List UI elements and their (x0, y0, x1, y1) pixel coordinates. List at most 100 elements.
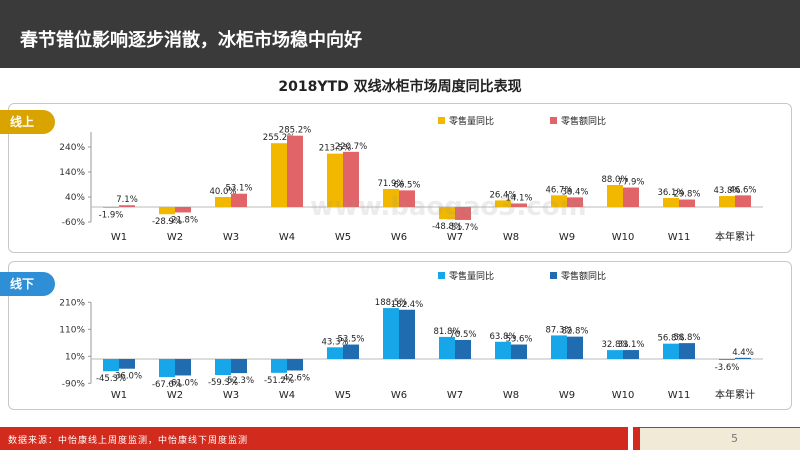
bar (567, 197, 583, 207)
bar (567, 336, 583, 359)
bar (383, 308, 399, 359)
legend-swatch (550, 272, 557, 279)
bar (607, 185, 623, 207)
data-label: 26.4% (489, 190, 516, 200)
bar (399, 190, 415, 207)
bar (735, 195, 751, 207)
x-tick-label: W10 (612, 390, 635, 401)
bar (271, 143, 287, 207)
bar (511, 344, 527, 359)
data-label: 43.3% (321, 337, 348, 347)
bar (215, 197, 231, 207)
x-tick-label: W4 (279, 390, 295, 401)
footer-bar: 数据来源：中怡康线上周度监测，中怡康线下周度监测 (0, 427, 800, 450)
y-tick-label: 210% (59, 298, 85, 308)
data-label: 53.5% (337, 335, 364, 345)
bar (623, 350, 639, 359)
bar (175, 359, 191, 376)
x-tick-label: 本年累计 (715, 388, 755, 401)
bar (439, 336, 455, 359)
bar (679, 343, 695, 359)
data-label: 46.7% (545, 185, 572, 195)
legend-label: 零售额同比 (561, 270, 606, 282)
bar (343, 151, 359, 207)
data-label: -61.0% (168, 378, 198, 388)
data-label: -42.6% (280, 374, 310, 384)
data-label: 53.6% (505, 335, 532, 345)
x-tick-label: W10 (612, 232, 635, 243)
data-label: -45.3% (96, 374, 126, 384)
bar (663, 197, 679, 207)
online-chart: -60% 40% 140% 240% W1 -1.9% 7.1% W2 -28.9%-21.8%… (59, 115, 763, 243)
data-label: 56.8% (657, 334, 684, 344)
x-tick-label: W6 (391, 390, 407, 401)
data-label: -28.9% (152, 217, 182, 227)
bar (119, 359, 135, 369)
bar (495, 200, 511, 207)
x-tick-label: W11 (668, 232, 691, 243)
bar (623, 187, 639, 207)
data-label: 213.5% (319, 144, 351, 154)
data-label: 63.8% (489, 332, 516, 342)
data-label: 58.8% (673, 333, 700, 343)
bar (679, 199, 695, 207)
bar (103, 207, 119, 208)
bar (663, 343, 679, 359)
footer-box (640, 428, 800, 450)
bar (119, 205, 135, 207)
data-label: 255.2% (263, 133, 295, 143)
data-label: 285.2% (279, 126, 311, 136)
data-label: 81.8% (433, 327, 460, 337)
bar (271, 359, 287, 373)
bar (103, 359, 119, 372)
y-tick-label: 240% (59, 143, 85, 153)
data-label: 32.8% (601, 340, 628, 350)
data-label: -3.6% (715, 363, 740, 373)
x-tick-label: W5 (335, 232, 351, 243)
page-number: 5 (731, 432, 738, 445)
data-label: -51.7% (448, 223, 478, 233)
legend-label: 零售量同比 (449, 270, 494, 282)
offline-panel (8, 261, 792, 410)
y-tick-label: 110% (59, 325, 85, 335)
bar (439, 207, 455, 220)
bar (455, 339, 471, 359)
legend-label: 零售额同比 (561, 115, 606, 127)
x-tick-label: W9 (559, 390, 575, 401)
data-label: -52.3% (224, 376, 254, 386)
data-label: 7.1% (116, 195, 138, 205)
y-tick-label: 10% (65, 352, 85, 362)
data-label: -67.0% (152, 380, 182, 390)
offline-tab: 线下 (0, 272, 55, 296)
data-label: 29.8% (673, 190, 700, 200)
bar (383, 189, 399, 207)
header-bar: 春节错位影响逐步消散，冰柜市场稳中向好 (0, 0, 800, 68)
data-label: 77.9% (617, 178, 644, 188)
bar (455, 207, 471, 220)
chart-title: 2018YTD 双线冰柜市场周度同比表现 (278, 79, 522, 95)
x-tick-label: W3 (223, 232, 239, 243)
x-tick-label: W2 (167, 390, 183, 401)
x-tick-label: W8 (503, 232, 519, 243)
x-tick-label: W5 (335, 390, 351, 401)
x-tick-label: W3 (223, 390, 239, 401)
y-tick-label: -60% (62, 218, 86, 228)
data-label: -51.2% (264, 376, 294, 386)
data-label: 82.8% (561, 327, 588, 337)
legend-label: 零售量同比 (449, 115, 494, 127)
bar (215, 359, 231, 376)
bar (327, 153, 343, 207)
x-tick-label: W4 (279, 232, 295, 243)
x-tick-label: W2 (167, 232, 183, 243)
x-tick-label: W9 (559, 232, 575, 243)
bar (287, 135, 303, 207)
x-tick-label: 本年累计 (715, 230, 755, 243)
bar (287, 359, 303, 371)
data-label: 46.6% (729, 185, 756, 195)
offline-chart: -90% 10% 110% 210% W1 -45.3%-36.0% W2-67.0%-61… (59, 270, 763, 401)
data-label: 87.3% (545, 325, 572, 335)
bar (343, 344, 359, 359)
online-panel (8, 103, 792, 253)
bar (551, 195, 567, 207)
data-label: -48.8% (432, 222, 462, 232)
